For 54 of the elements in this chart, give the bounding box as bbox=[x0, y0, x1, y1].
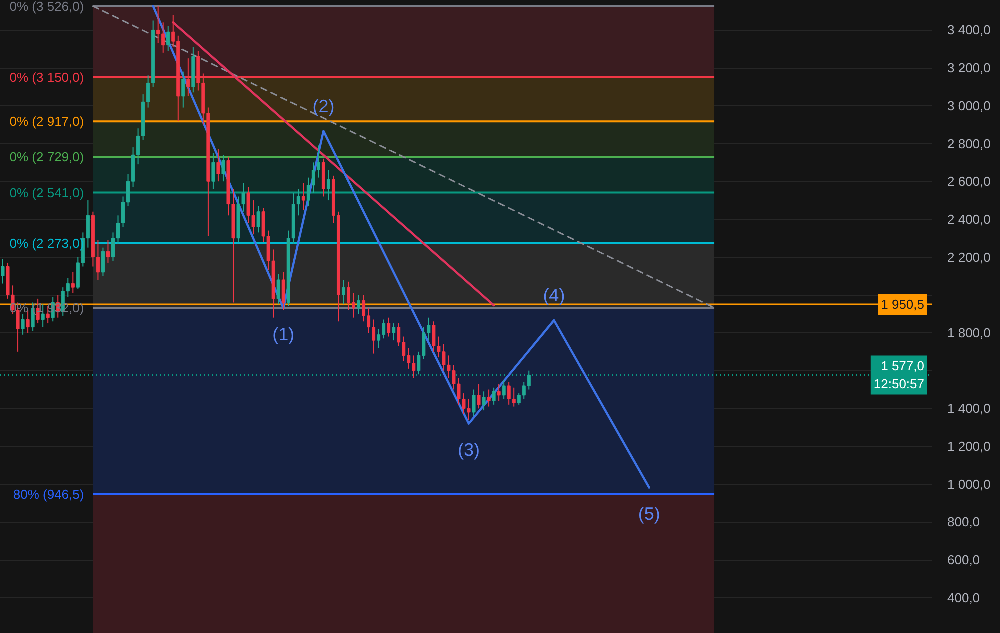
line-series bbox=[152, 5, 650, 489]
candlestick bbox=[106, 240, 110, 264]
annotation: (4) bbox=[543, 286, 566, 306]
y-tick-label: 2 800,0 bbox=[948, 136, 991, 152]
annotation: (1) bbox=[272, 324, 295, 344]
candlestick bbox=[502, 380, 506, 400]
candlestick bbox=[302, 182, 306, 210]
ref-line-label: 1 950,5 bbox=[881, 297, 924, 312]
candlestick bbox=[387, 317, 391, 338]
candlestick bbox=[21, 314, 25, 336]
y-tick-label: 1 400,0 bbox=[948, 401, 991, 416]
candlestick bbox=[276, 274, 280, 306]
candlestick bbox=[256, 206, 260, 234]
y-tick-label: 2 400,0 bbox=[948, 212, 991, 227]
y-tick-label: 2 600,0 bbox=[948, 174, 991, 190]
candlestick bbox=[357, 294, 361, 315]
y-tick-label: 600,0 bbox=[948, 552, 980, 568]
candlestick bbox=[1, 258, 5, 284]
candlestick bbox=[182, 71, 186, 108]
candlestick bbox=[212, 152, 216, 190]
y-tick-label: 1 800,0 bbox=[948, 325, 991, 340]
y-tick-label: 3 000,0 bbox=[948, 98, 991, 114]
candlestick bbox=[392, 323, 396, 342]
y-tick-label: 3 400,0 bbox=[948, 22, 991, 38]
y-tick-label: 3 200,0 bbox=[948, 60, 991, 76]
ref-line-label: 80% (946,5) bbox=[13, 487, 84, 502]
y-tick-label: 800,0 bbox=[948, 514, 980, 530]
candlestick bbox=[166, 26, 170, 52]
annotation: (2) bbox=[312, 96, 335, 116]
candlestick bbox=[477, 384, 481, 410]
y-tick-label: 2 200,0 bbox=[948, 250, 991, 265]
ref-line-label: 0% (2 729,0) bbox=[10, 150, 84, 165]
candlestick bbox=[487, 389, 491, 408]
y-tick-label: 1 200,0 bbox=[948, 439, 991, 454]
candlestick bbox=[492, 387, 496, 406]
candlestick bbox=[482, 391, 486, 412]
candlestick bbox=[472, 389, 476, 417]
ref-line-label: 0% (3 150,0) bbox=[10, 70, 84, 86]
candlestick bbox=[101, 247, 105, 277]
ref-line-label: 0% (2 917,0) bbox=[10, 114, 84, 130]
ref-line-label: 0% (3 526,0) bbox=[10, 0, 84, 14]
ref-line-label: 0% (2 541,0) bbox=[10, 185, 84, 200]
annotation: (5) bbox=[638, 504, 660, 524]
candlestick bbox=[326, 170, 330, 202]
candlestick bbox=[216, 148, 220, 182]
ref-line-label: 1 577,0 12:50:57 bbox=[874, 358, 925, 392]
candlestick bbox=[282, 272, 286, 311]
candlestick bbox=[71, 272, 75, 294]
candlestick bbox=[222, 154, 226, 182]
candlestick bbox=[497, 384, 501, 402]
y-tick-label: 1 000,0 bbox=[948, 476, 991, 492]
annotation: (3) bbox=[458, 440, 480, 460]
candlestick bbox=[342, 280, 346, 306]
y-tick-label: 400,0 bbox=[948, 590, 980, 606]
